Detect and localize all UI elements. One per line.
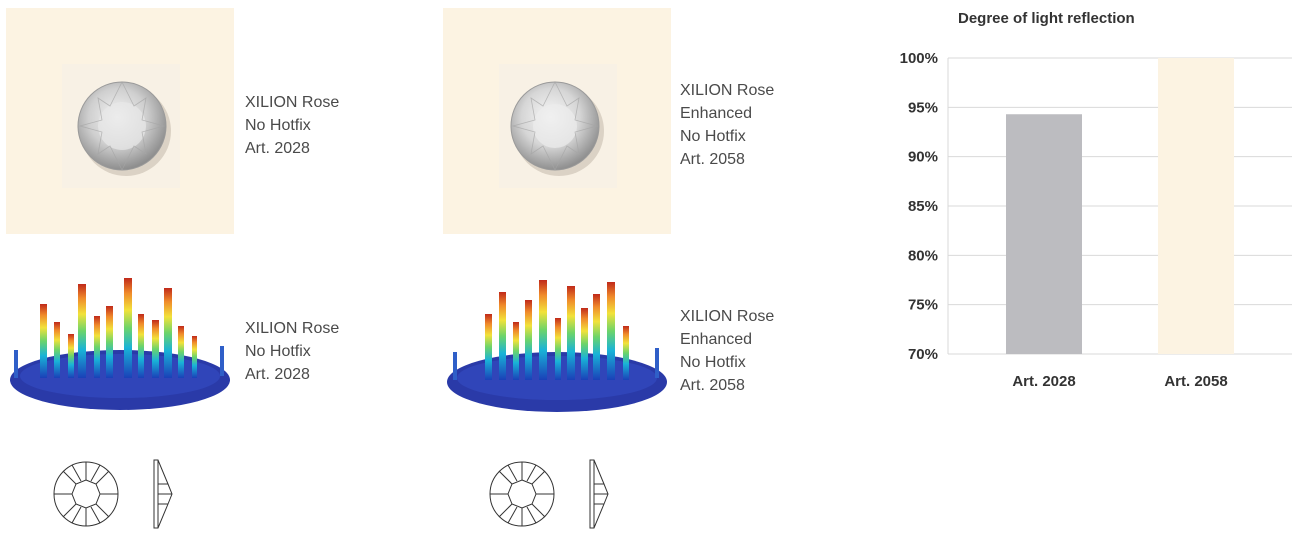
reflection-heatmap-2058	[443, 278, 671, 420]
chart-title: Degree of light reflection	[958, 10, 1135, 27]
chart-gridlines	[947, 57, 1292, 355]
product-article: Art. 2028	[245, 140, 310, 157]
bar-art-2058	[1158, 58, 1234, 354]
product-variant-2: No Hotfix	[680, 354, 746, 371]
y-tick-label: 70%	[908, 346, 938, 363]
product-variant: Enhanced	[680, 105, 753, 122]
y-tick-label: 80%	[908, 247, 938, 264]
product-variant-2: No Hotfix	[680, 128, 746, 145]
product-swatch-2028	[6, 8, 234, 234]
crystal-stone-icon	[499, 64, 617, 188]
y-tick-label: 95%	[908, 99, 938, 116]
chart-bars	[1006, 58, 1234, 355]
product-variant: Enhanced	[680, 331, 753, 348]
x-axis-ticks: Art. 2028 Art. 2058	[1012, 373, 1227, 390]
product-label-2058-top: XILION Rose Enhanced No Hotfix Art. 2058	[680, 79, 774, 171]
product-label-2058-bottom: XILION Rose Enhanced No Hotfix Art. 2058	[680, 305, 774, 397]
side-view-facet-icon	[589, 459, 609, 529]
product-variant: No Hotfix	[245, 117, 311, 134]
top-view-facet-icon	[489, 461, 555, 527]
product-article: Art. 2028	[245, 366, 310, 383]
product-name: XILION Rose	[680, 308, 775, 325]
y-tick-label: 85%	[908, 198, 938, 215]
cut-diagram-2058	[488, 456, 628, 536]
x-tick-label: Art. 2028	[1012, 373, 1075, 390]
bar-art-2028	[1006, 114, 1082, 355]
product-article: Art. 2058	[680, 377, 745, 394]
product-variant: No Hotfix	[245, 343, 311, 360]
crystal-stone-icon	[62, 64, 180, 188]
product-name: XILION Rose	[245, 320, 340, 337]
top-view-facet-icon	[53, 461, 119, 527]
side-view-facet-icon	[153, 459, 173, 529]
bar-chart: 70% 75% 80% 85% 90% 95% 100% Art. 2028 Art. 205…	[900, 50, 1292, 390]
y-axis-ticks: 70% 75% 80% 85% 90% 95% 100%	[900, 50, 938, 363]
product-article: Art. 2058	[680, 151, 745, 168]
y-tick-label: 75%	[908, 297, 938, 314]
product-name: XILION Rose	[680, 82, 775, 99]
y-tick-label: 100%	[900, 50, 938, 67]
product-label-2028-top: XILION Rose No Hotfix Art. 2028	[245, 91, 339, 160]
reflection-heatmap-2028	[6, 276, 234, 418]
x-tick-label: Art. 2058	[1164, 373, 1227, 390]
product-label-2028-bottom: XILION Rose No Hotfix Art. 2028	[245, 317, 339, 386]
product-name: XILION Rose	[245, 94, 340, 111]
product-swatch-2058	[443, 8, 671, 234]
y-tick-label: 90%	[908, 149, 938, 166]
cut-diagram-2028	[52, 456, 192, 536]
